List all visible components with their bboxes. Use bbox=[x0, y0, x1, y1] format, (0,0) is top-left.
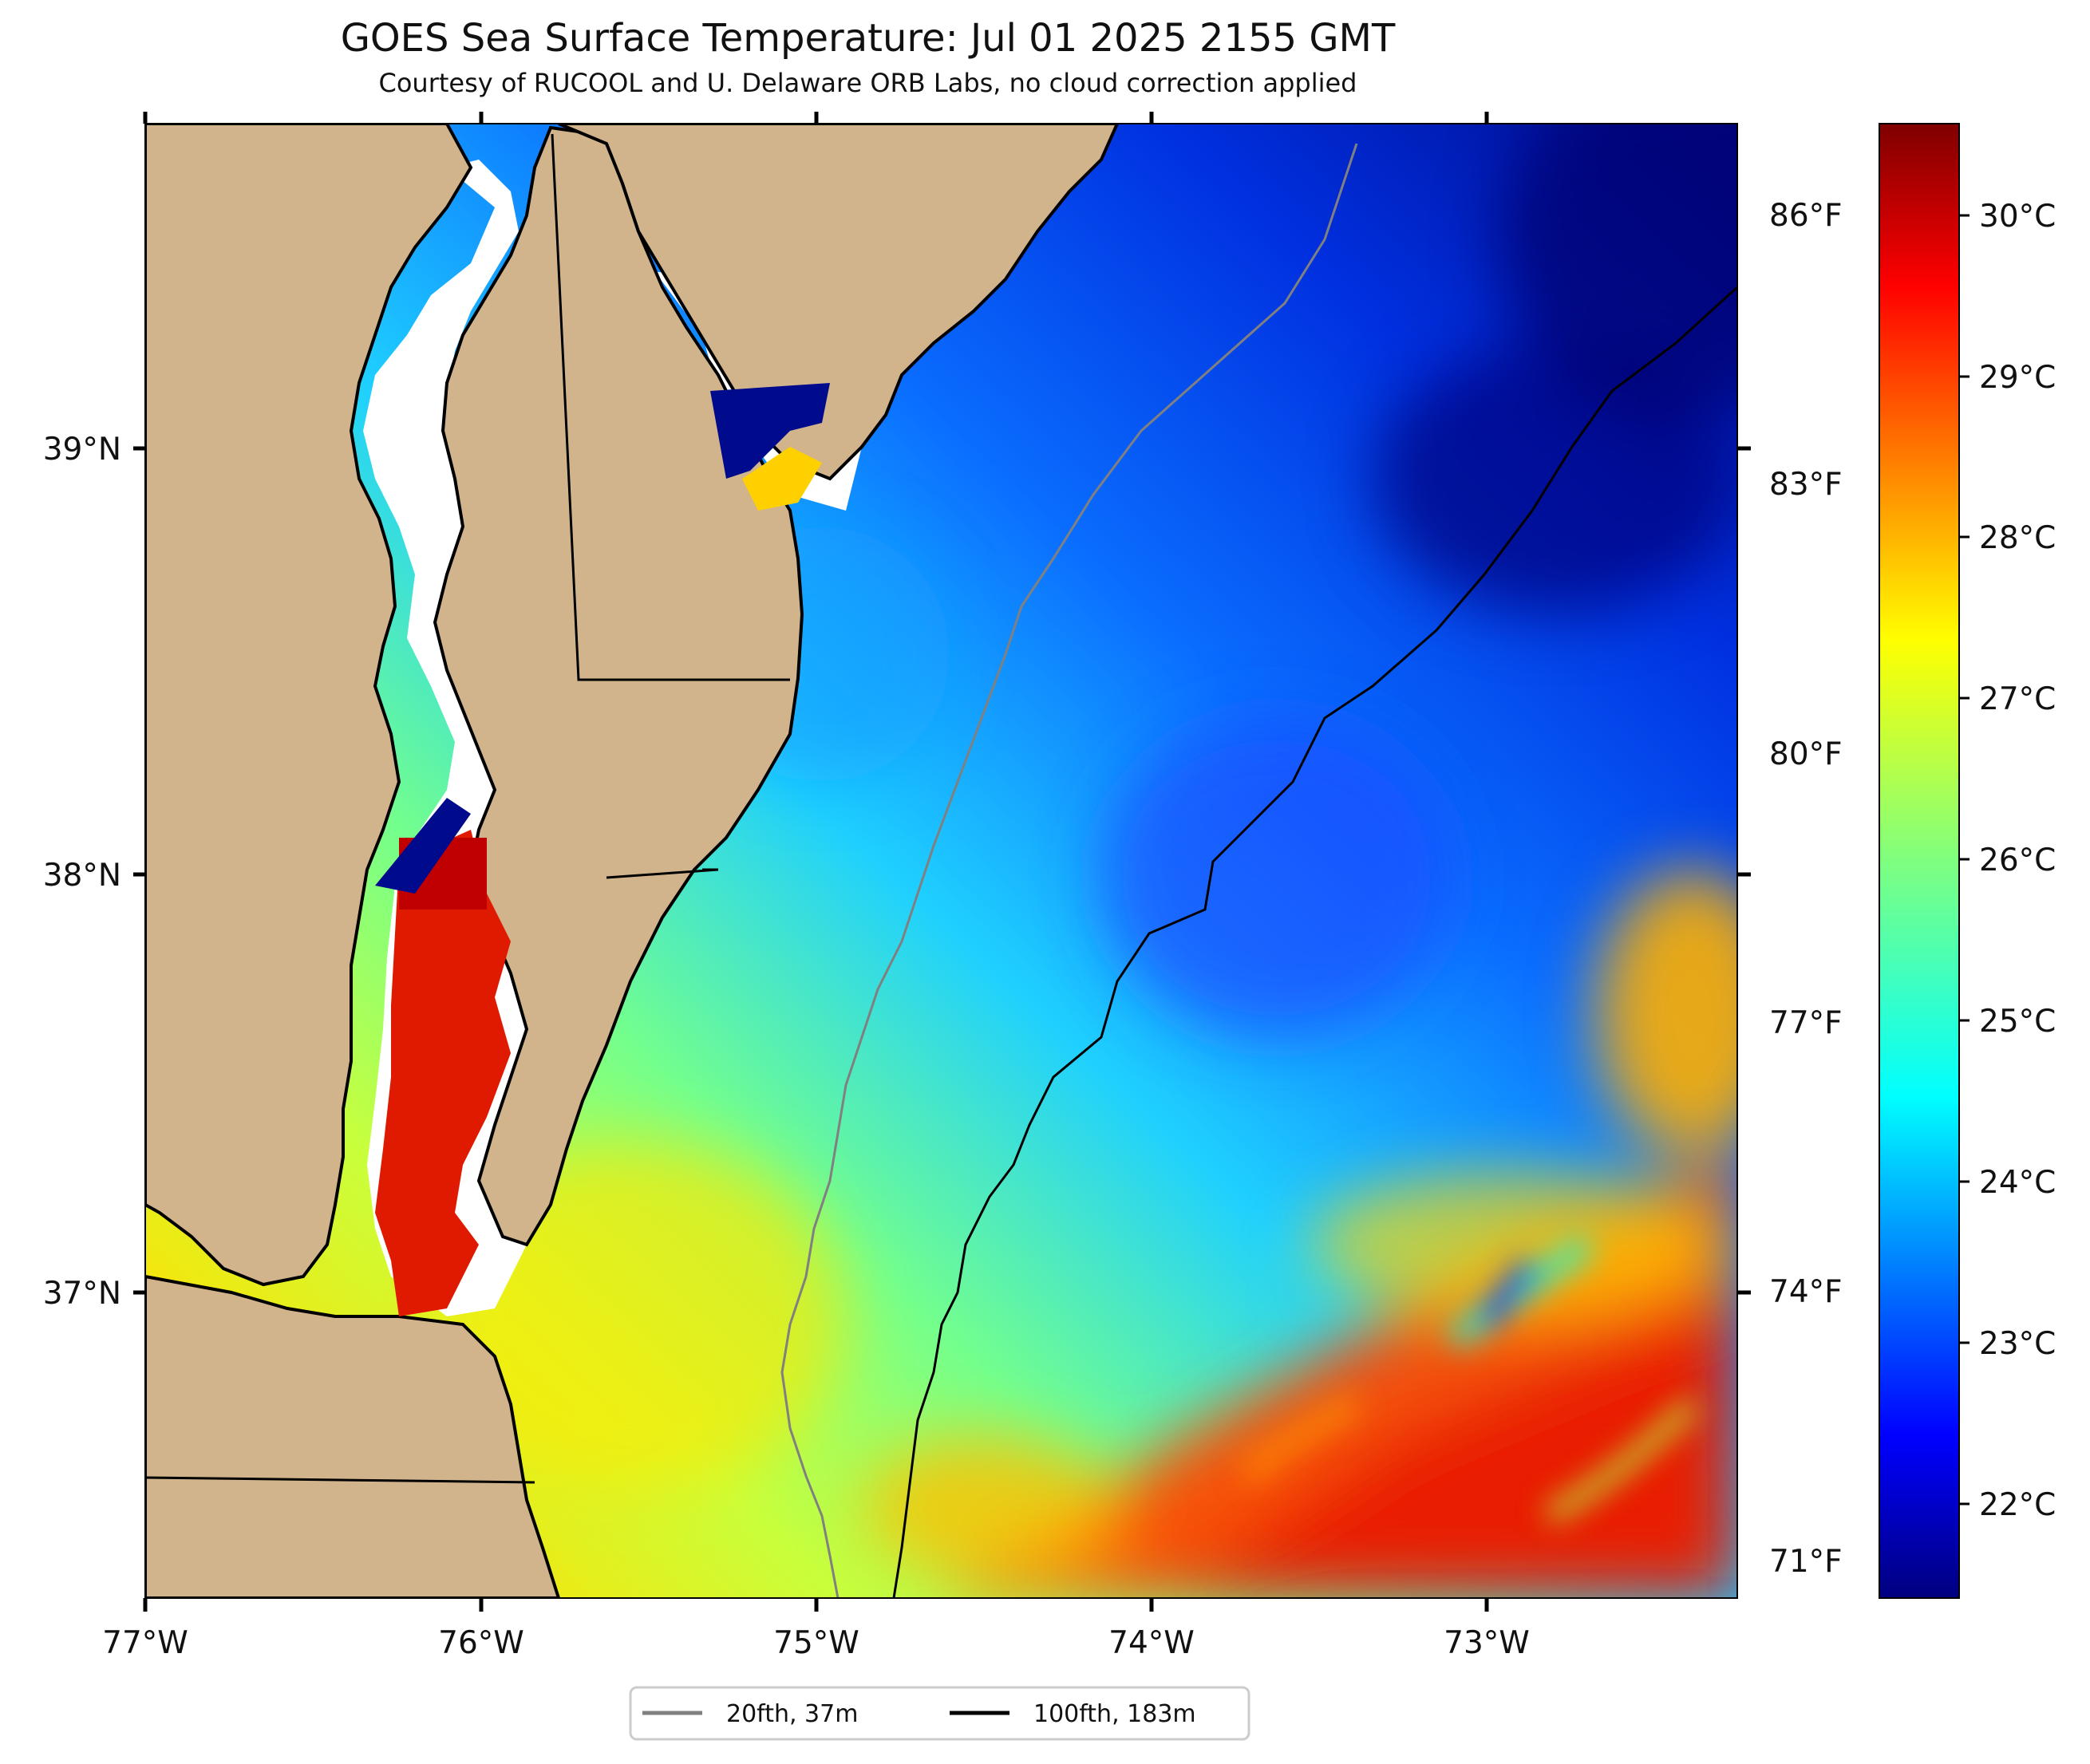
state-border-va-nc bbox=[145, 1476, 535, 1484]
x-tick-label: 76°W bbox=[438, 1625, 524, 1661]
celsius-label: 23°C bbox=[1979, 1326, 2056, 1362]
chesapeake-warm-data bbox=[375, 830, 511, 1316]
chesapeake-cold-strip bbox=[375, 798, 471, 894]
celsius-label: 30°C bbox=[1979, 199, 2056, 235]
legend-label-20fth: 20fth, 37m bbox=[726, 1700, 858, 1728]
celsius-scale: 30°C 29°C 28°C 27°C 26°C 25°C 24°C 23°C … bbox=[1979, 199, 2056, 1523]
celsius-label: 29°C bbox=[1979, 360, 2056, 396]
legend-label-100fth: 100fth, 183m bbox=[1033, 1700, 1196, 1728]
fahrenheit-label: 71°F bbox=[1769, 1544, 1843, 1580]
delaware-bay-warm bbox=[742, 447, 822, 511]
fahrenheit-label: 77°F bbox=[1769, 1005, 1843, 1041]
x-tick-label: 77°W bbox=[102, 1625, 188, 1661]
celsius-label: 24°C bbox=[1979, 1165, 2056, 1201]
celsius-label: 22°C bbox=[1979, 1487, 2056, 1523]
x-tick-label: 74°W bbox=[1108, 1625, 1195, 1661]
isobath-100fth bbox=[892, 286, 1737, 1598]
fahrenheit-label: 83°F bbox=[1769, 467, 1843, 503]
nj-land bbox=[558, 124, 1120, 481]
x-tick-label: 73°W bbox=[1444, 1625, 1530, 1661]
y-tick-label: 39°N bbox=[43, 432, 121, 468]
isobath-legend: 20fth, 37m 100fth, 183m bbox=[629, 1686, 1250, 1741]
map-title: GOES Sea Surface Temperature: Jul 01 202… bbox=[340, 16, 1396, 61]
x-tick-marks bbox=[143, 112, 1489, 1612]
fahrenheit-scale: 86°F 83°F 80°F 77°F 74°F 71°F bbox=[1769, 198, 1843, 1580]
virginia-land bbox=[145, 1274, 561, 1598]
celsius-label: 28°C bbox=[1979, 520, 2056, 556]
celsius-label: 26°C bbox=[1979, 843, 2056, 878]
map-subtitle: Courtesy of RUCOOL and U. Delaware ORB L… bbox=[378, 68, 1357, 98]
map-frame bbox=[144, 123, 1738, 1599]
x-tick-label: 75°W bbox=[773, 1625, 859, 1661]
sst-filaments bbox=[1238, 1234, 1698, 1524]
fahrenheit-label: 86°F bbox=[1769, 198, 1843, 234]
state-border-md-va bbox=[606, 868, 719, 879]
colorbar-ticks bbox=[1959, 214, 1969, 1506]
delaware-bay-cold bbox=[710, 383, 830, 479]
y-tick-label: 37°N bbox=[43, 1276, 121, 1312]
celsius-label: 27°C bbox=[1979, 681, 2056, 717]
fahrenheit-label: 80°F bbox=[1769, 736, 1843, 772]
isobath-20fth bbox=[780, 143, 1358, 1598]
western-shore-land bbox=[145, 124, 473, 1287]
colorbar bbox=[1879, 123, 1960, 1599]
fahrenheit-label: 74°F bbox=[1769, 1274, 1843, 1310]
y-tick-marks bbox=[133, 446, 1751, 1295]
celsius-label: 25°C bbox=[1979, 1004, 2056, 1040]
y-tick-label: 38°N bbox=[43, 858, 121, 894]
map-area bbox=[145, 124, 1737, 1598]
state-border-md-de bbox=[551, 133, 790, 681]
